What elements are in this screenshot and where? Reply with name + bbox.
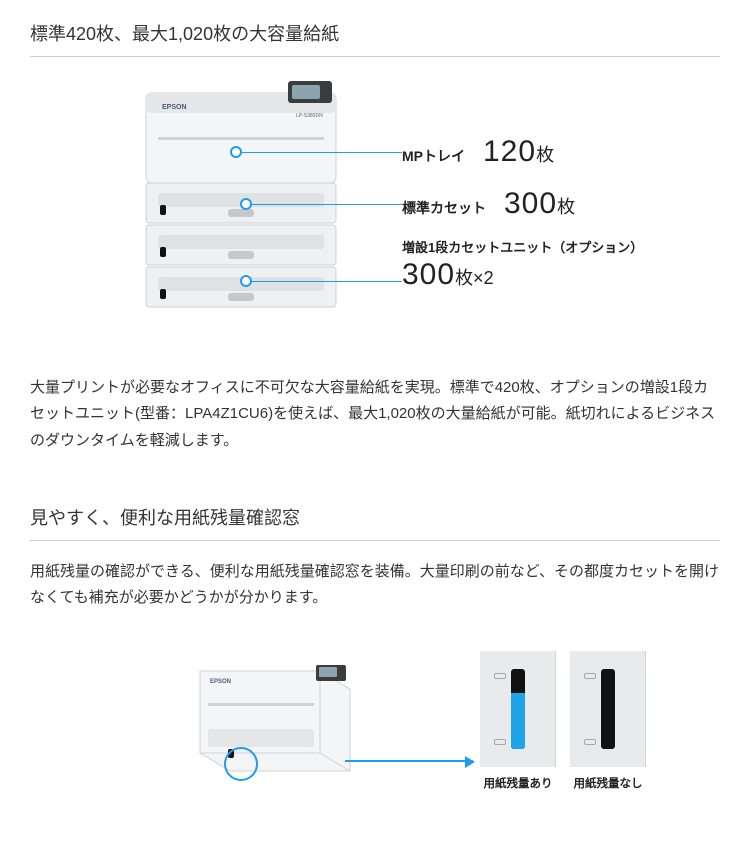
callout-dot [240, 198, 252, 210]
spec-label: MPトレイ [402, 146, 465, 166]
callout-dot [240, 275, 252, 287]
spec-unit: 枚 [557, 193, 575, 219]
indicator-slot [511, 669, 525, 749]
arrow-head-icon [465, 756, 475, 768]
printer-illustration: EPSON LP-S380DN [136, 75, 346, 345]
indicator-box [570, 651, 646, 767]
spec-optional-cassette: 増設1段カセットユニット（オプション） 300枚×2 [402, 237, 643, 292]
section1-body: 大量プリントが必要なオフィスに不可欠な大容量給紙を実現。標準で420枚、オプショ… [30, 375, 720, 454]
indicator-box [480, 651, 556, 767]
spec-sublabel: 増設1段カセットユニット（オプション） [402, 237, 643, 256]
indicator-caption: 用紙残量なし [570, 775, 646, 791]
indicator-marks [494, 673, 506, 805]
callout-line [236, 152, 402, 153]
callout-line [246, 204, 402, 205]
highlight-ring [224, 747, 258, 781]
indicator-fill [511, 693, 525, 749]
indicator-diagram: EPSON 用紙残量あり 用紙残量なし [30, 635, 720, 835]
spec-unit: 枚 [536, 141, 554, 167]
indicator-tile-empty: 用紙残量なし [570, 651, 646, 791]
callout-dot [230, 146, 242, 158]
svg-text:LP-S380DN: LP-S380DN [296, 113, 323, 119]
indicator-tile-full: 用紙残量あり [480, 651, 556, 791]
spec-value: 120 [483, 135, 536, 169]
section1-title: 標準420枚、最大1,020枚の大容量給紙 [30, 20, 720, 57]
spec-mp-tray: MPトレイ 120枚 [402, 135, 554, 169]
svg-text:EPSON: EPSON [162, 104, 187, 111]
spec-unit: 枚×2 [455, 268, 494, 288]
svg-text:EPSON: EPSON [210, 679, 231, 685]
indicator-caption: 用紙残量あり [480, 775, 556, 791]
spec-value: 300 [402, 258, 455, 291]
section2-title: 見やすく、便利な用紙残量確認窓 [30, 504, 720, 541]
small-printer-illustration: EPSON [190, 655, 360, 785]
printer-diagram: EPSON LP-S380DN MPトレイ 120枚 標準カセット 300枚 [30, 75, 720, 355]
spec-standard-cassette: 標準カセット 300枚 [402, 187, 575, 221]
indicator-marks [584, 673, 596, 805]
section2-body: 用紙残量の確認ができる、便利な用紙残量確認窓を装備。大量印刷の前など、その都度カ… [30, 559, 720, 612]
indicator-slot [601, 669, 615, 749]
spec-label: 標準カセット [402, 198, 486, 218]
callout-line [246, 281, 402, 282]
arrow-line [345, 760, 473, 762]
spec-value: 300 [504, 187, 557, 221]
